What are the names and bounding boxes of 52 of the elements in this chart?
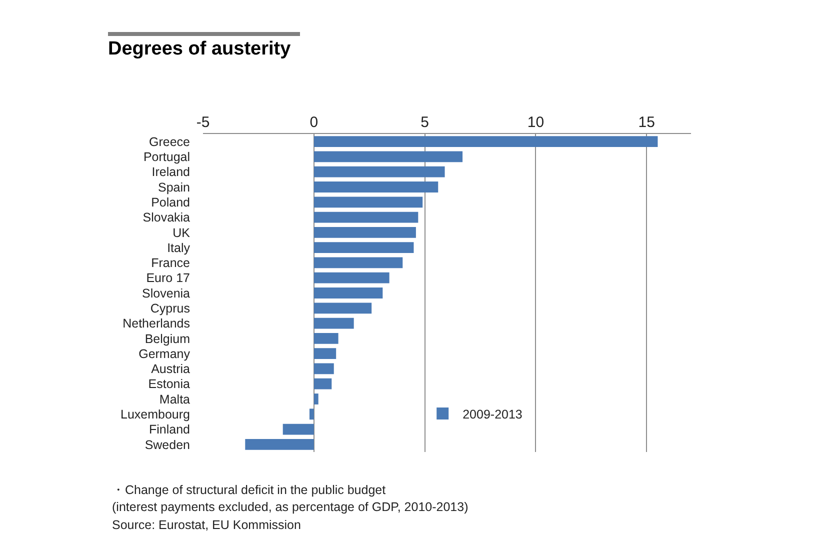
text: ・Change of structural deficit in the public budget (112, 483, 386, 497)
y-tick-label: Slovakia (142, 210, 190, 225)
bar (314, 394, 318, 404)
bar (314, 196, 423, 208)
bar (282, 424, 314, 435)
bar (314, 226, 416, 238)
chart-title: Degrees of austerity (108, 38, 292, 60)
bar (314, 136, 658, 148)
y-tick-label: Belgium (144, 332, 190, 346)
bar (314, 332, 338, 344)
bar (314, 288, 383, 298)
y-tick-label: France (151, 256, 190, 270)
y-tick-label: Spain (158, 180, 190, 194)
bar (314, 318, 354, 329)
bar (314, 378, 332, 390)
bar (314, 363, 334, 374)
y-tick-label: Germany (138, 346, 191, 361)
y-tick-label: Greece (149, 134, 190, 149)
x-tick-label: 10 (527, 114, 544, 131)
legend-label: 2009-2013 (462, 407, 522, 422)
x-tick-label: -5 (196, 114, 210, 131)
x-tick-label: 5 (420, 114, 429, 131)
y-tick-label: Slovenia (142, 286, 190, 300)
y-tick-label: Portugal (143, 150, 190, 164)
y-tick-label: Euro 17 (146, 271, 190, 286)
bar (314, 151, 463, 162)
bar (314, 212, 418, 223)
bar (314, 272, 390, 284)
bar (314, 166, 445, 178)
x-tick-label: 0 (310, 114, 318, 131)
y-tick-label: Malta (159, 392, 190, 406)
bar (245, 438, 314, 450)
y-tick-label: Luxembourg (120, 408, 190, 422)
bar (309, 408, 314, 420)
x-tick-label: 15 (638, 114, 655, 131)
bar (314, 242, 414, 254)
y-tick-label: Estonia (148, 377, 190, 392)
y-tick-label: Finland (149, 422, 190, 437)
y-tick-label: Sweden (144, 438, 190, 452)
text: (interest payments excluded, as percentage of GDP, 2010-2013) (112, 500, 468, 514)
bar (314, 348, 336, 360)
y-tick-label: Cyprus (150, 302, 190, 316)
y-tick-label: Austria (151, 362, 190, 376)
source-note: Source: Eurostat, EU Kommission (112, 518, 302, 532)
y-tick-label: Ireland (152, 165, 190, 180)
bar (314, 302, 372, 314)
bar (314, 182, 438, 192)
y-tick-label: Italy (167, 240, 191, 255)
y-tick-label: Poland (151, 196, 190, 210)
y-tick-label: UK (172, 226, 191, 240)
y-tick-label: Netherlands (122, 316, 190, 331)
bar (314, 257, 403, 268)
